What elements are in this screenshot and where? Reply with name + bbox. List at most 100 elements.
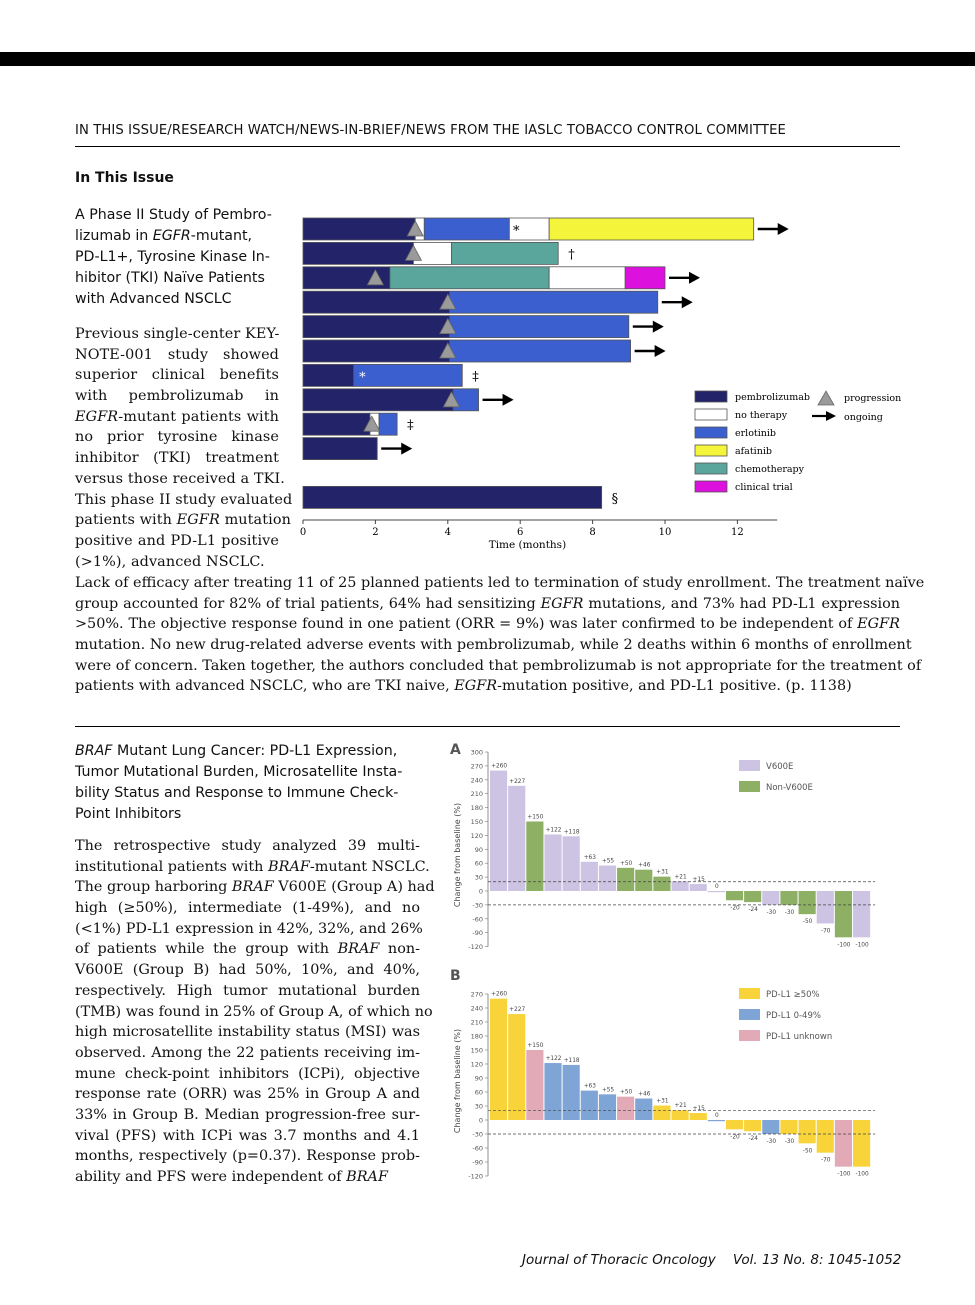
bar-value-label: +63: [584, 1084, 597, 1090]
bar-segment-erlotinib: [449, 315, 630, 338]
bar-segment-chemotherapy: [389, 266, 550, 290]
footer-volume: Vol. 13 No. 8: 1045-1052: [732, 1252, 902, 1268]
text-line: This phase II study evaluated: [75, 491, 293, 508]
text-line: institutional patients with BRAF-mutant …: [75, 858, 430, 875]
article1-title: A Phase II Study of Pembro-lizumab in EG…: [75, 205, 279, 310]
text-line: versus those received a TKI.: [75, 470, 285, 487]
bar-value-label: +150: [527, 815, 543, 821]
waterfall-bar: [762, 891, 780, 905]
x-tick-label: 8: [589, 527, 595, 538]
y-tick-label: 270: [471, 762, 483, 770]
text-line: were of concern. Taken together, the aut…: [75, 657, 922, 674]
text-line: observed. Among the 22 patients receivin…: [75, 1044, 420, 1061]
legend-label: no therapy: [735, 410, 788, 421]
y-tick-label: 120: [471, 832, 483, 840]
y-tick-label: 270: [471, 990, 483, 998]
bar-segment-pembrolizumab: [302, 290, 451, 314]
ongoing-arrow-head: [681, 296, 693, 309]
bar-value-label: +21: [674, 874, 687, 880]
waterfall-bar: [707, 891, 725, 893]
text-line: with pembrolizumab in: [75, 388, 279, 405]
end-mark: ‡: [407, 418, 414, 433]
legend-label: afatinib: [735, 446, 772, 457]
bar-segment-erlotinib: [423, 217, 510, 241]
text-line: respectively. High tumor mutational burd…: [75, 982, 420, 999]
progression-marker: [439, 293, 457, 310]
bar-segment-pembrolizumab: [302, 388, 454, 412]
footer-journal: Journal of Thoracic Oncology: [522, 1252, 716, 1268]
y-tick-label: 210: [471, 1018, 483, 1026]
waterfall-bar: [725, 1120, 744, 1130]
legend-label: PD-L1 unknown: [766, 1032, 832, 1042]
waterfall-bar: [490, 998, 508, 1120]
legend-swatch: [694, 444, 728, 457]
bar-value-label: +46: [638, 1092, 651, 1098]
legend-swatch: [694, 390, 728, 403]
bar-value-label: +260: [491, 992, 507, 998]
bar-value-label: -30: [767, 1139, 777, 1145]
x-tick-label: 10: [659, 527, 672, 538]
waterfall-bar: [853, 891, 871, 938]
bar-value-label: -20: [730, 1134, 740, 1140]
progression-marker: [404, 244, 423, 261]
top-black-bar: [0, 52, 975, 66]
y-tick-label: 60: [475, 1088, 483, 1096]
bar-segment-pembrolizumab: [302, 437, 378, 461]
progression-marker: [363, 415, 381, 432]
x-axis-label: Time (months): [489, 539, 566, 551]
asterisk-mark: *: [419, 248, 426, 263]
article1-narrow-text: Previous single-center KEY- NOTE-001 stud…: [75, 324, 293, 572]
section-heading: In This Issue: [75, 170, 174, 186]
text-line: response rate (ORR) was 25% in Group A a…: [75, 1086, 420, 1103]
waterfall-bar: [671, 1110, 689, 1120]
bar-value-label: -50: [803, 919, 813, 925]
y-tick-label: 150: [471, 1046, 483, 1054]
waterfall-bar: [598, 1094, 617, 1120]
article1-full-text: Lack of efficacy after treating 11 of 25…: [75, 573, 924, 697]
bar-segment-erlotinib: [449, 290, 659, 314]
text-line: NOTE-001 study showed: [75, 346, 279, 363]
y-tick-label: -30: [472, 1131, 483, 1139]
waterfall-bar: [798, 1120, 816, 1144]
text-line: mune check-point inhibitors (ICPi), obje…: [75, 1065, 420, 1082]
text-line: high microsatellite instability status (…: [75, 1024, 420, 1041]
y-tick-label: 120: [471, 1060, 483, 1068]
y-tick-label: -60: [472, 1145, 483, 1153]
title-line: BRAF Mutant Lung Cancer: PD-L1 Expressio…: [75, 743, 398, 759]
waterfall-bar: [834, 891, 852, 938]
bar-value-label: -20: [730, 905, 740, 911]
bar-value-label: 0: [715, 884, 719, 890]
x-tick-label: 6: [517, 527, 523, 538]
asterisk-mark: *: [513, 224, 520, 239]
legend-swatch: [694, 426, 728, 439]
title-line: Tumor Mutational Burden, Microsatellite …: [75, 764, 403, 780]
title-line: bility Status and Response to Immune Che…: [75, 785, 399, 801]
title-line: lizumab in EGFR-mutant,: [75, 228, 253, 244]
text-line: EGFR-mutant patients with: [75, 408, 279, 425]
waterfall-bar: [562, 836, 580, 891]
bar-value-label: -30: [767, 910, 777, 916]
legend-label: V600E: [766, 762, 793, 772]
bar-segment-clinical-trial: [624, 266, 666, 290]
y-tick-label: 60: [475, 860, 483, 868]
waterfall-bar: [508, 785, 526, 891]
bar-segment-pembrolizumab: [302, 412, 371, 436]
bar-segment-chemotherapy: [451, 242, 559, 265]
text-line: Previous single-center KEY-: [75, 326, 280, 342]
title-line: PD-L1+, Tyrosine Kinase In-: [75, 249, 270, 265]
text-line: high (≥50%), intermediate (1-49%), and n…: [75, 900, 420, 917]
legend-label: clinical trial: [735, 482, 793, 493]
bar-segment-pembrolizumab: [302, 363, 355, 387]
text-line: ability and PFS were independent of BRAF: [75, 1169, 388, 1185]
y-tick-label: 240: [471, 1004, 483, 1012]
panel-label: B: [450, 968, 461, 984]
legend-swatch: [739, 988, 760, 999]
legend-swatch: [694, 480, 728, 493]
legend-ongoing-icon-head: [826, 411, 836, 421]
waterfall-bar: [689, 884, 707, 891]
legend-label: progression: [844, 393, 901, 404]
text-line: group accounted for 82% of trial patient…: [75, 595, 901, 612]
y-axis-label: Change from baseline (%): [453, 803, 462, 907]
bar-value-label: +15: [693, 1106, 706, 1112]
article-divider: [75, 726, 900, 727]
